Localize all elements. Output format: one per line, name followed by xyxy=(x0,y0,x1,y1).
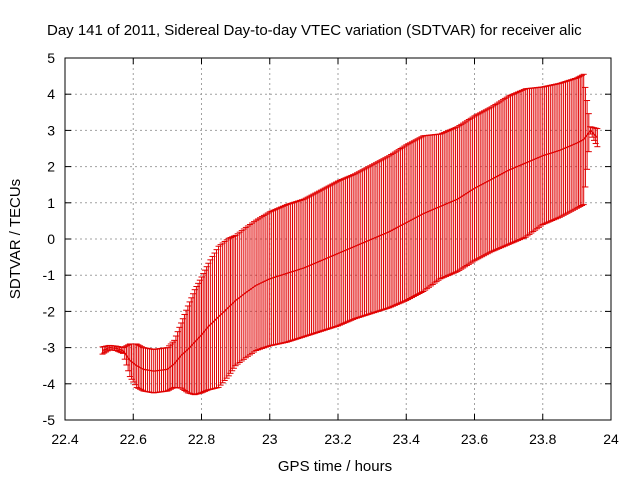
y-tick-label: -1 xyxy=(43,267,56,283)
x-tick-label: 23.2 xyxy=(324,431,351,447)
x-tick-label: 22.8 xyxy=(188,431,215,447)
x-tick-label: 23.4 xyxy=(393,431,420,447)
x-tick-label: 23.8 xyxy=(529,431,556,447)
y-tick-label: 3 xyxy=(47,122,55,138)
x-axis-label: GPS time / hours xyxy=(278,458,392,475)
y-tick-label: 4 xyxy=(47,86,55,102)
y-tick-label: -4 xyxy=(43,376,56,392)
y-tick-label: 5 xyxy=(47,50,55,66)
plot-frame xyxy=(64,57,612,421)
y-tick-label: -5 xyxy=(43,412,56,428)
y-tick-label: -2 xyxy=(43,303,56,319)
data-layer xyxy=(99,73,601,396)
x-tick-label: 23.6 xyxy=(461,431,488,447)
series-line xyxy=(102,129,598,372)
x-tick-label: 22.4 xyxy=(51,431,78,447)
tick-layer: 22.4 22.6 22.8 23 23.2 23.4 23.6 23.8 24-5-4-3-2… xyxy=(43,50,619,447)
x-tick-label: 22.6 xyxy=(120,431,147,447)
x-tick-label: 23 xyxy=(262,431,278,447)
chart-title: Day 141 of 2011, Sidereal Day-to-day VTE… xyxy=(47,22,582,39)
y-tick-label: 2 xyxy=(47,159,55,175)
y-axis-label: SDTVAR / TECUs xyxy=(7,179,24,299)
x-tick-label: 24 xyxy=(603,431,619,447)
y-tick-label: 0 xyxy=(47,231,55,247)
y-tick-label: 1 xyxy=(47,195,55,211)
y-tick-label: -3 xyxy=(43,340,56,356)
